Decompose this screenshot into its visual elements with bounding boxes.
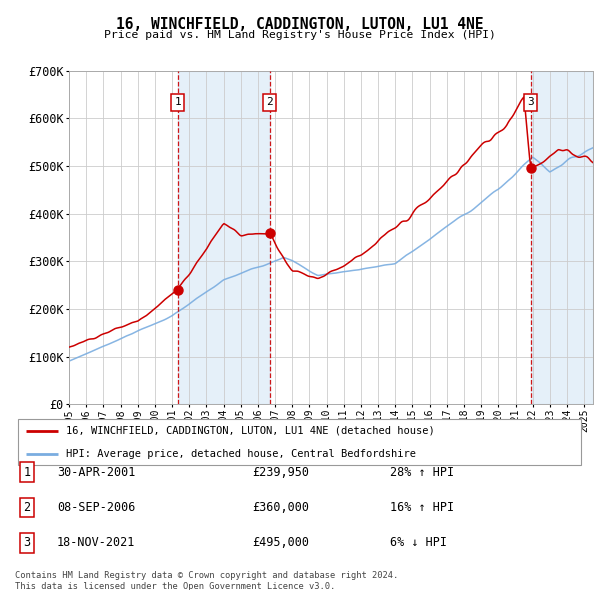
Text: 16% ↑ HPI: 16% ↑ HPI bbox=[390, 501, 454, 514]
Text: £495,000: £495,000 bbox=[252, 536, 309, 549]
Text: 6% ↓ HPI: 6% ↓ HPI bbox=[390, 536, 447, 549]
Text: 2: 2 bbox=[266, 97, 273, 107]
Text: 3: 3 bbox=[527, 97, 534, 107]
Text: 30-APR-2001: 30-APR-2001 bbox=[57, 466, 136, 478]
Text: £239,950: £239,950 bbox=[252, 466, 309, 478]
Text: £360,000: £360,000 bbox=[252, 501, 309, 514]
Text: 28% ↑ HPI: 28% ↑ HPI bbox=[390, 466, 454, 478]
Text: 16, WINCHFIELD, CADDINGTON, LUTON, LU1 4NE: 16, WINCHFIELD, CADDINGTON, LUTON, LU1 4… bbox=[116, 17, 484, 31]
Text: Contains HM Land Registry data © Crown copyright and database right 2024.
This d: Contains HM Land Registry data © Crown c… bbox=[15, 571, 398, 590]
Text: 1: 1 bbox=[175, 97, 181, 107]
Bar bbox=[530, 71, 593, 404]
FancyBboxPatch shape bbox=[18, 419, 581, 466]
Text: 1: 1 bbox=[23, 466, 31, 478]
Bar bbox=[178, 71, 269, 404]
Text: HPI: Average price, detached house, Central Bedfordshire: HPI: Average price, detached house, Cent… bbox=[66, 449, 416, 459]
Text: 3: 3 bbox=[23, 536, 31, 549]
Text: Price paid vs. HM Land Registry's House Price Index (HPI): Price paid vs. HM Land Registry's House … bbox=[104, 30, 496, 40]
Text: 18-NOV-2021: 18-NOV-2021 bbox=[57, 536, 136, 549]
Text: 08-SEP-2006: 08-SEP-2006 bbox=[57, 501, 136, 514]
Text: 16, WINCHFIELD, CADDINGTON, LUTON, LU1 4NE (detached house): 16, WINCHFIELD, CADDINGTON, LUTON, LU1 4… bbox=[66, 425, 435, 435]
Text: 2: 2 bbox=[23, 501, 31, 514]
